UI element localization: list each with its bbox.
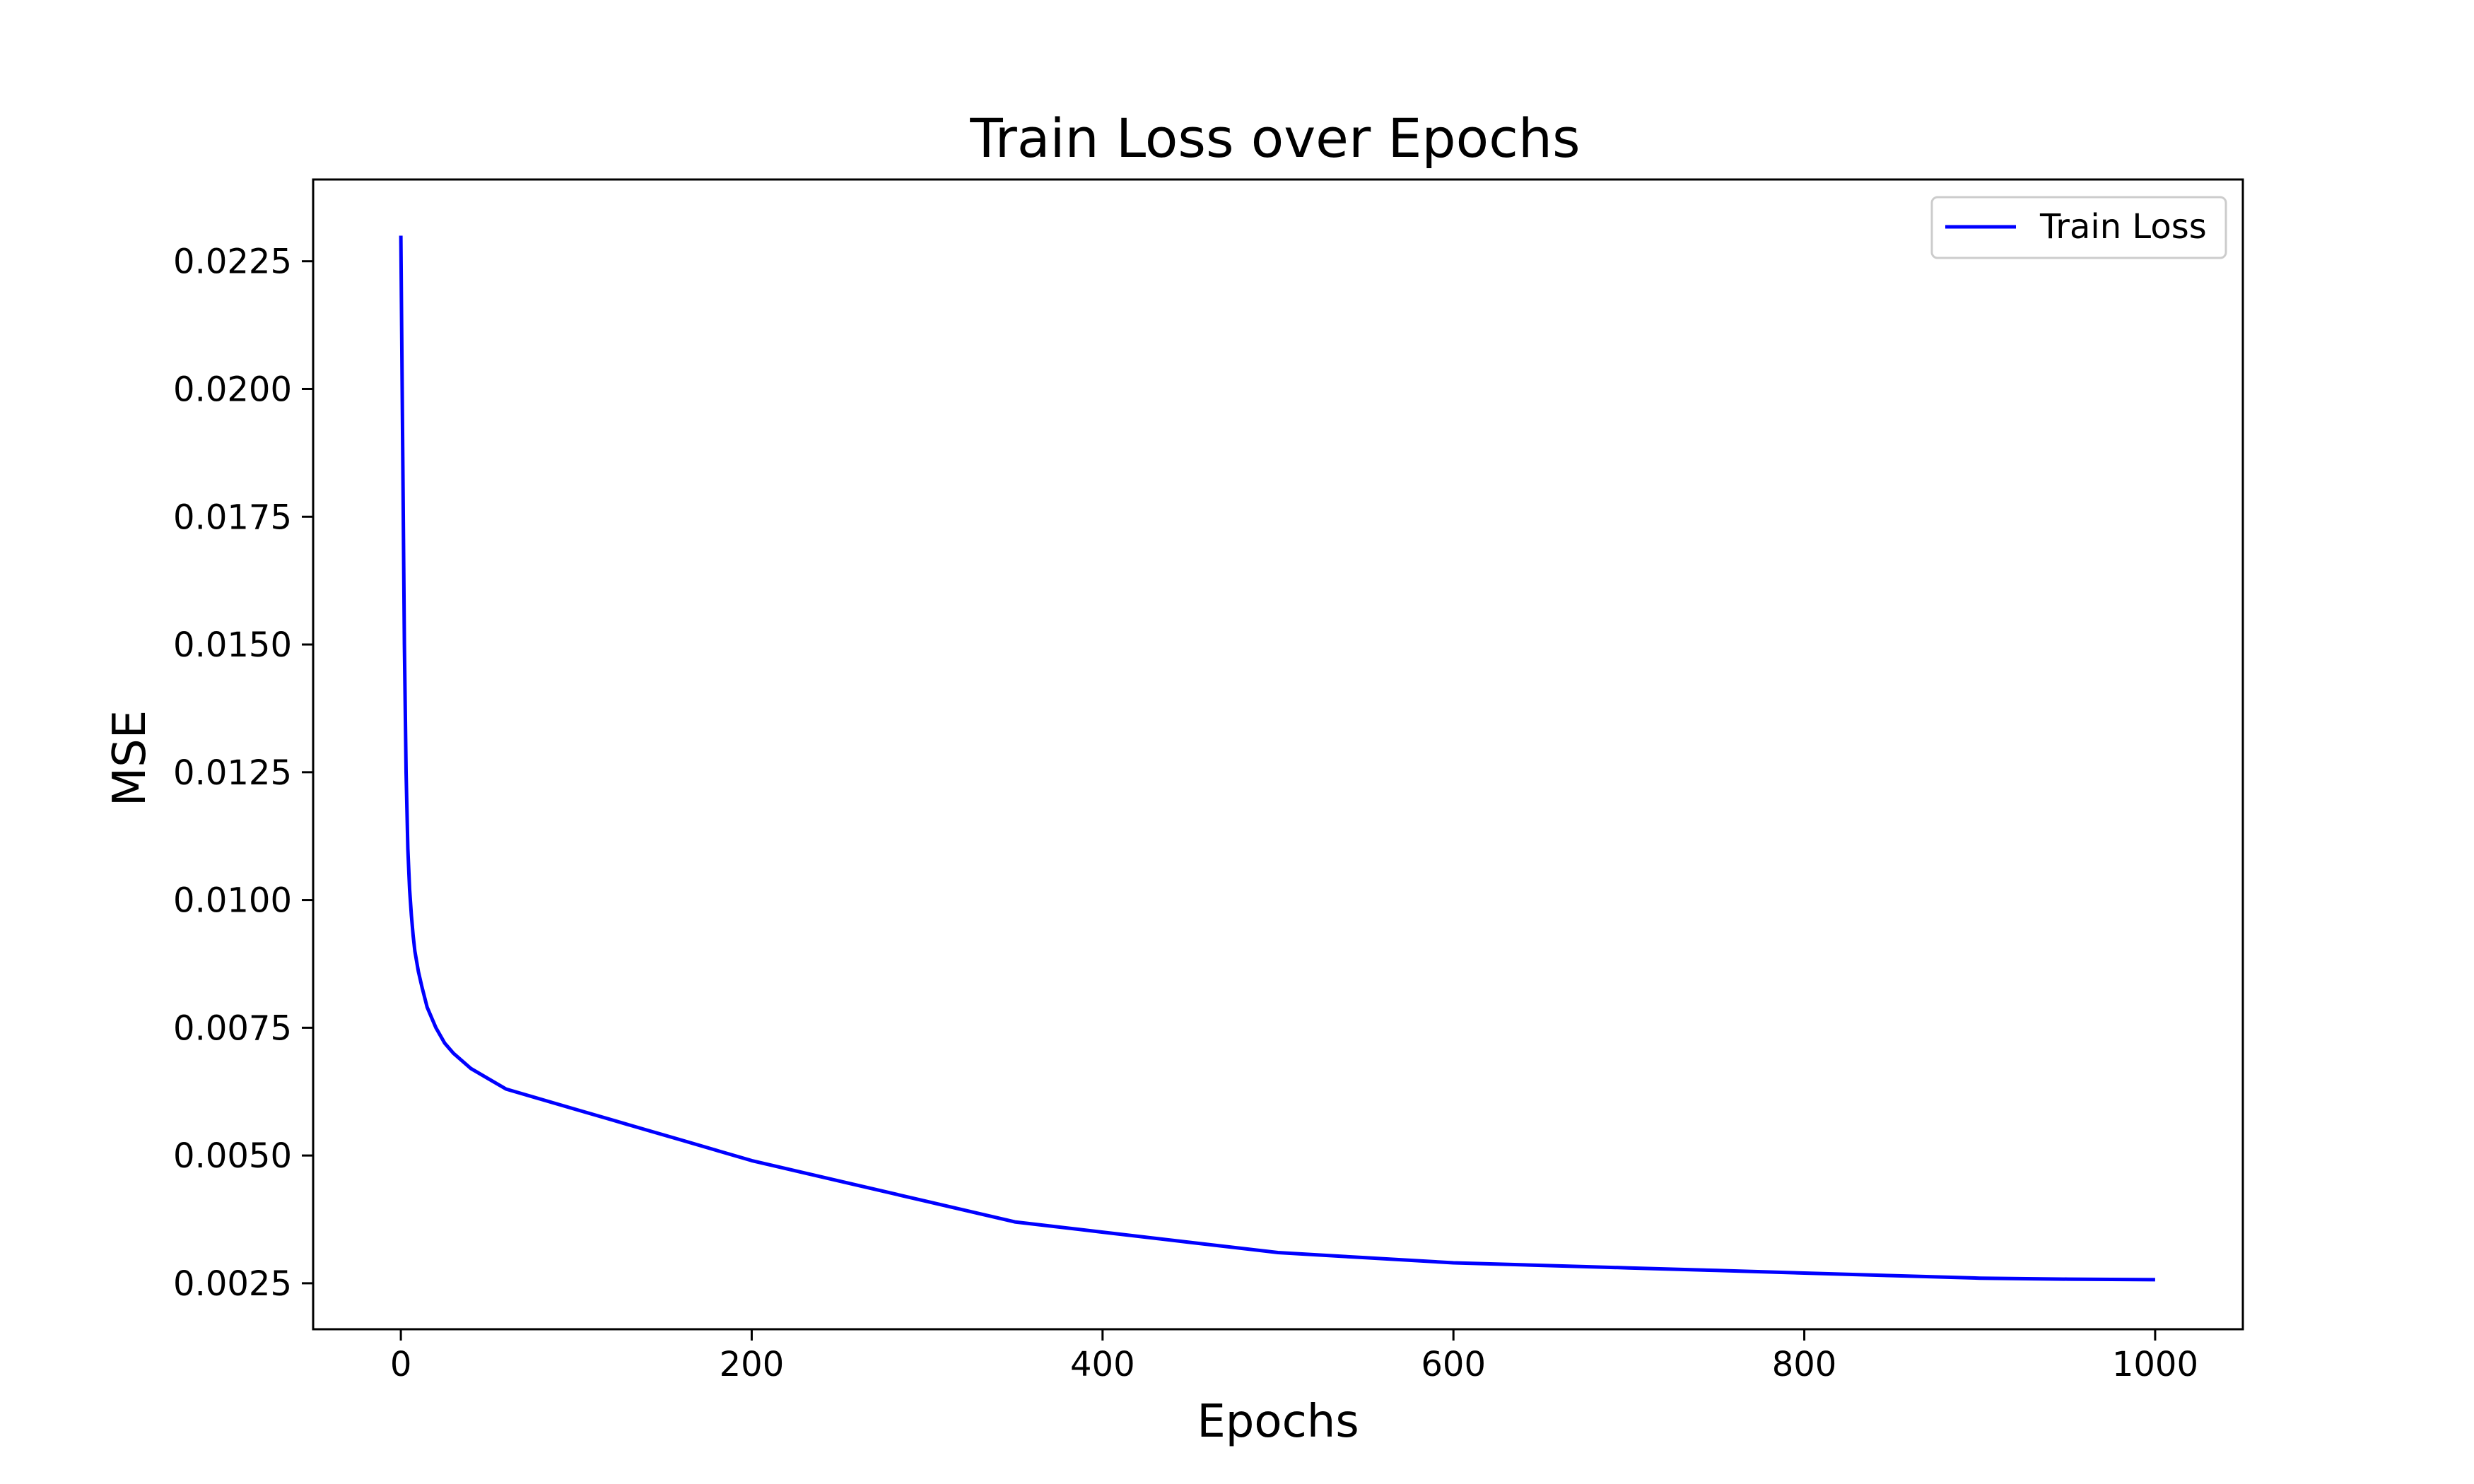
x-tick-label: 600 bbox=[1421, 1345, 1486, 1384]
x-axis: 0 200 400 600 800 1000 bbox=[390, 1329, 2198, 1384]
y-tick-label: 0.0100 bbox=[173, 881, 292, 921]
legend-box bbox=[1930, 196, 2227, 259]
x-tick-label: 400 bbox=[1070, 1345, 1135, 1384]
y-tick-label: 0.0200 bbox=[173, 370, 292, 409]
y-tick-label: 0.0075 bbox=[173, 1008, 292, 1048]
x-tick-label: 800 bbox=[1772, 1345, 1837, 1384]
plot-area bbox=[399, 235, 2155, 1282]
legend: Train Loss bbox=[1930, 196, 2227, 259]
y-tick-label: 0.0150 bbox=[173, 625, 292, 665]
y-axis: 0.0025 0.0050 0.0075 0.0100 0.0125 0.0150 0.01… bbox=[173, 242, 313, 1304]
y-tick-label: 0.0050 bbox=[173, 1136, 292, 1176]
x-axis-label: Epochs bbox=[1197, 1396, 1359, 1448]
y-tick-label: 0.0225 bbox=[173, 242, 292, 282]
legend-label: Train Loss bbox=[2039, 207, 2207, 247]
y-tick-label: 0.0175 bbox=[173, 497, 292, 537]
y-tick-label: 0.0125 bbox=[173, 753, 292, 793]
x-tick-label: 1000 bbox=[2112, 1345, 2198, 1384]
chart-title: Train Loss over Epochs bbox=[969, 107, 1580, 170]
x-tick-label: 200 bbox=[720, 1345, 785, 1384]
y-tick-label: 0.0025 bbox=[173, 1264, 292, 1304]
plot-frame bbox=[312, 178, 2244, 1331]
x-tick-label: 0 bbox=[390, 1345, 412, 1384]
y-axis-label: MSE bbox=[104, 710, 156, 806]
series-line-train-loss bbox=[399, 235, 2155, 1282]
